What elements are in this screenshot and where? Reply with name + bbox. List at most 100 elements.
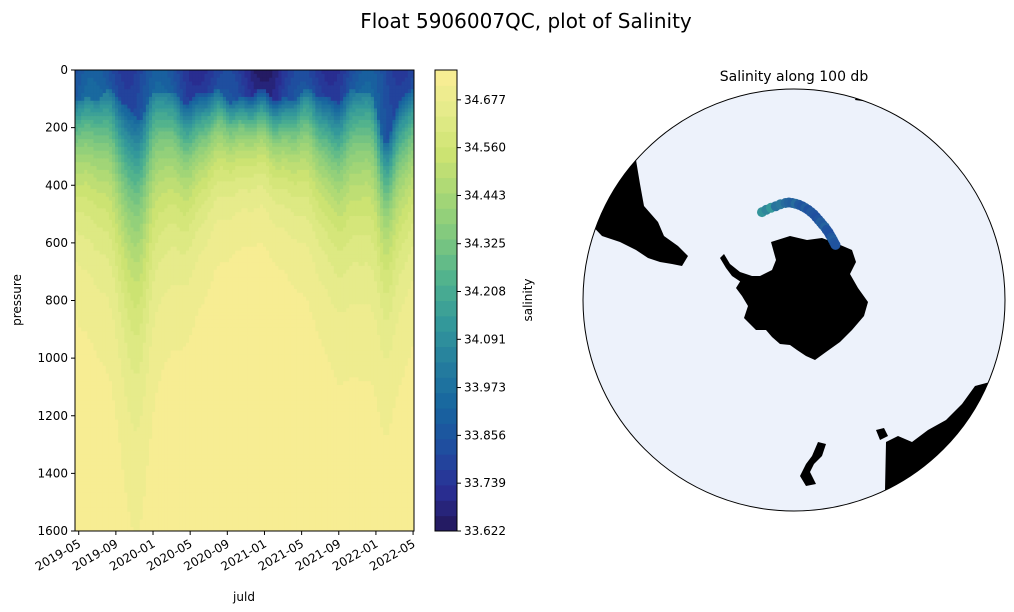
contour-cell bbox=[167, 323, 172, 328]
contour-cell bbox=[152, 169, 156, 175]
contour-cell bbox=[90, 100, 95, 106]
contour-cell bbox=[90, 154, 95, 159]
contour-cell bbox=[111, 396, 116, 401]
contour-cell bbox=[90, 346, 95, 352]
contour-cell bbox=[93, 292, 98, 298]
contour-cell bbox=[127, 300, 132, 305]
contour-cell bbox=[96, 288, 101, 294]
contour-cell bbox=[158, 262, 162, 267]
contour-cell bbox=[145, 335, 150, 340]
contour-cell bbox=[118, 146, 122, 152]
contour-cell bbox=[130, 304, 135, 309]
contour-cell bbox=[136, 181, 141, 186]
contour-cell bbox=[124, 100, 128, 106]
contour-cell bbox=[155, 404, 159, 409]
contour-cell bbox=[102, 285, 107, 290]
contour-cell bbox=[158, 454, 162, 459]
contour-cell bbox=[161, 250, 165, 255]
contour-cell bbox=[78, 377, 82, 382]
contour-cell bbox=[84, 392, 88, 398]
contour-cell bbox=[93, 288, 98, 294]
contour-cell bbox=[167, 312, 172, 317]
contour-cell bbox=[102, 77, 107, 83]
contour-cell bbox=[78, 434, 82, 440]
contour-cell bbox=[167, 223, 172, 229]
contour-cell bbox=[93, 231, 98, 236]
contour-cell bbox=[152, 246, 156, 252]
contour-cell bbox=[127, 239, 132, 244]
contour-cell bbox=[90, 239, 95, 244]
contour-cell bbox=[152, 185, 156, 190]
contour-cell bbox=[167, 146, 172, 152]
contour-cell bbox=[133, 358, 138, 363]
contour-cell bbox=[124, 235, 128, 240]
contour-cell bbox=[145, 312, 150, 317]
contour-cell bbox=[81, 173, 85, 179]
contour-cell bbox=[139, 123, 144, 129]
contour-cell bbox=[96, 242, 101, 248]
contour-cell bbox=[164, 292, 169, 298]
contour-cell bbox=[152, 327, 156, 332]
contour-cell bbox=[115, 139, 119, 144]
contour-cell bbox=[133, 93, 138, 98]
contour-cell bbox=[164, 100, 169, 106]
contour-cell bbox=[111, 250, 116, 255]
contour-cell bbox=[164, 93, 169, 98]
contour-cell bbox=[93, 127, 98, 133]
contour-cell bbox=[155, 112, 159, 117]
contour-cell bbox=[84, 77, 88, 83]
contour-cell bbox=[75, 312, 79, 317]
contour-cell bbox=[96, 331, 101, 336]
contour-cell bbox=[99, 246, 104, 252]
contour-cell bbox=[127, 104, 132, 110]
contour-cell bbox=[136, 365, 141, 371]
contour-cell bbox=[145, 527, 150, 531]
contour-cell bbox=[87, 116, 92, 121]
contour-cell bbox=[115, 146, 119, 152]
contour-cell bbox=[108, 300, 113, 305]
contour-cell bbox=[167, 254, 172, 259]
contour-cell bbox=[121, 388, 125, 394]
contour-cell bbox=[161, 481, 165, 486]
contour-cell bbox=[124, 377, 128, 382]
contour-cell bbox=[164, 89, 169, 94]
contour-cell bbox=[84, 442, 88, 448]
contour-cell bbox=[81, 154, 85, 159]
contour-cell bbox=[90, 285, 95, 290]
contour-cell bbox=[75, 269, 79, 275]
contour-cell bbox=[130, 146, 135, 152]
contour-cell bbox=[81, 150, 85, 156]
contour-cell bbox=[115, 96, 119, 102]
contour-cell bbox=[118, 431, 122, 436]
contour-cell bbox=[124, 358, 128, 363]
contour-cell bbox=[87, 388, 92, 394]
contour-cell bbox=[136, 338, 141, 344]
contour-cell bbox=[84, 158, 88, 163]
contour-cell bbox=[102, 254, 107, 259]
contour-cell bbox=[130, 81, 135, 86]
contour-cell bbox=[145, 123, 150, 129]
contour-cell bbox=[130, 258, 135, 263]
contour-cell bbox=[164, 392, 169, 398]
contour-cell bbox=[75, 308, 79, 313]
contour-cell bbox=[167, 162, 172, 167]
contour-cell bbox=[127, 181, 132, 186]
contour-cell bbox=[118, 235, 122, 240]
contour-cell bbox=[115, 442, 119, 448]
contour-cell bbox=[96, 461, 101, 467]
contour-cell bbox=[87, 504, 92, 509]
contour-cell bbox=[96, 388, 101, 394]
contour-cell bbox=[152, 200, 156, 206]
contour-cell bbox=[90, 104, 95, 110]
contour-cell bbox=[142, 312, 147, 317]
contour-cell bbox=[78, 108, 82, 113]
contour-cell bbox=[152, 331, 156, 336]
contour-cell bbox=[152, 308, 156, 313]
contour-cell bbox=[121, 288, 125, 294]
contour-cell bbox=[145, 411, 150, 417]
contour-cell bbox=[99, 323, 104, 328]
contour-cell bbox=[111, 265, 116, 271]
contour-cell bbox=[99, 223, 104, 229]
contour-cell bbox=[87, 131, 92, 136]
contour-cell bbox=[90, 442, 95, 448]
